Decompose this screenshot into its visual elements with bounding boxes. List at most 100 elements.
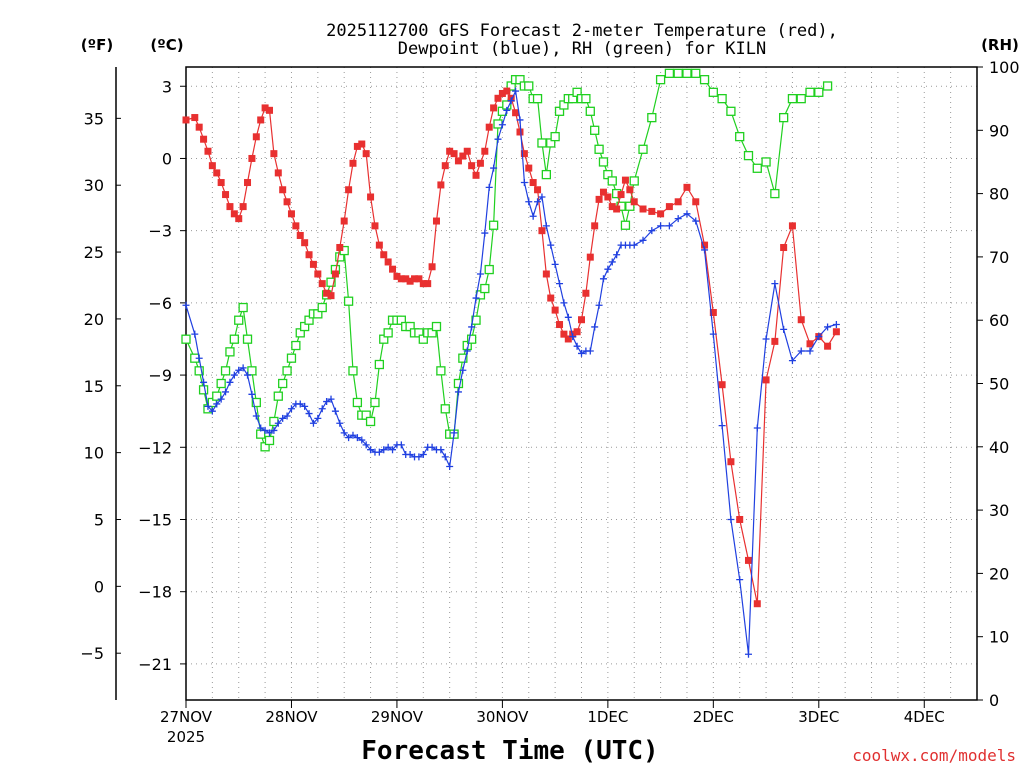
data-point bbox=[340, 429, 348, 437]
data-point bbox=[683, 210, 691, 218]
data-point bbox=[296, 231, 304, 239]
data-point bbox=[788, 357, 796, 365]
data-point bbox=[771, 337, 779, 345]
data-point bbox=[278, 378, 288, 389]
data-point bbox=[239, 364, 247, 372]
data-point bbox=[476, 159, 484, 167]
data-point bbox=[200, 378, 208, 386]
data-point bbox=[389, 446, 397, 454]
data-point bbox=[586, 347, 594, 355]
data-point bbox=[621, 176, 629, 184]
data-point bbox=[796, 94, 806, 104]
gridlines bbox=[186, 67, 977, 700]
data-point bbox=[283, 412, 291, 420]
data-point bbox=[525, 164, 533, 172]
data-point bbox=[564, 313, 572, 321]
x-tick-label: 29NOV bbox=[371, 708, 424, 726]
data-point bbox=[639, 205, 647, 213]
chart-title-line-1: 2025112700 GFS Forecast 2-meter Temperat… bbox=[326, 21, 838, 41]
data-point bbox=[450, 429, 458, 437]
data-point bbox=[727, 458, 735, 466]
data-point bbox=[459, 152, 467, 160]
series-line bbox=[185, 90, 837, 604]
data-point bbox=[305, 251, 313, 259]
data-point bbox=[613, 251, 621, 259]
data-point bbox=[349, 431, 357, 439]
data-point bbox=[257, 116, 265, 124]
data-point bbox=[309, 419, 317, 427]
data-point bbox=[832, 328, 840, 336]
data-point bbox=[265, 106, 273, 114]
chart-title-line-2: Dewpoint (blue), RH (green) for KILN bbox=[398, 39, 766, 59]
data-point bbox=[709, 308, 717, 316]
rh-tick-label: 60 bbox=[989, 311, 1009, 330]
data-point bbox=[604, 193, 612, 201]
x-tick-label: 1DEC bbox=[587, 708, 628, 726]
data-point bbox=[824, 323, 832, 331]
data-point bbox=[287, 210, 295, 218]
data-point bbox=[194, 366, 204, 376]
data-point bbox=[301, 239, 309, 247]
data-point bbox=[604, 265, 612, 273]
data-point bbox=[674, 215, 682, 223]
data-point bbox=[463, 147, 471, 155]
fahrenheit-tick-label: 30 bbox=[84, 176, 104, 195]
rh-tick-label: 10 bbox=[989, 628, 1009, 647]
data-point bbox=[384, 443, 392, 451]
data-point bbox=[586, 253, 594, 261]
data-point bbox=[269, 416, 279, 427]
plot-frame bbox=[185, 66, 978, 701]
data-point bbox=[402, 275, 410, 283]
celsius-axis-unit: (ºC) bbox=[150, 36, 183, 54]
data-point bbox=[753, 600, 761, 608]
data-point bbox=[507, 97, 515, 105]
data-point bbox=[441, 453, 449, 461]
data-point bbox=[226, 378, 234, 386]
data-point bbox=[252, 412, 260, 420]
data-point bbox=[476, 270, 484, 278]
data-point bbox=[490, 104, 498, 112]
data-point bbox=[235, 366, 243, 374]
x-tick-label: 27NOV bbox=[160, 708, 213, 726]
data-point bbox=[235, 215, 243, 223]
data-point bbox=[432, 217, 440, 225]
data-point bbox=[564, 335, 572, 343]
celsius-tick-label: 0 bbox=[162, 149, 172, 168]
data-point bbox=[752, 163, 762, 173]
data-point bbox=[761, 157, 771, 167]
data-point bbox=[599, 275, 607, 283]
data-point bbox=[287, 405, 295, 413]
data-point bbox=[217, 395, 225, 403]
data-point bbox=[446, 463, 454, 471]
data-point bbox=[252, 133, 260, 141]
data-point bbox=[327, 292, 335, 300]
data-point bbox=[419, 280, 427, 288]
data-point bbox=[383, 328, 393, 338]
data-point bbox=[744, 650, 752, 658]
data-point bbox=[244, 371, 252, 379]
celsius-tick-label: −15 bbox=[138, 510, 172, 529]
data-point bbox=[331, 270, 339, 278]
data-point bbox=[238, 302, 248, 313]
data-point bbox=[512, 109, 520, 117]
data-point bbox=[516, 128, 524, 136]
data-point bbox=[503, 87, 511, 95]
celsius-tick-label: −9 bbox=[148, 366, 172, 385]
data-point bbox=[270, 426, 278, 434]
data-point bbox=[239, 203, 247, 211]
data-point bbox=[406, 277, 414, 285]
data-point bbox=[551, 260, 559, 268]
data-point bbox=[607, 176, 617, 186]
data-point bbox=[787, 94, 798, 104]
data-point bbox=[726, 106, 736, 116]
data-point bbox=[595, 301, 603, 309]
data-point bbox=[525, 198, 533, 206]
data-point bbox=[743, 150, 754, 161]
x-tick-label: 2DEC bbox=[693, 708, 734, 726]
rh-series bbox=[181, 68, 833, 452]
data-point bbox=[538, 193, 546, 201]
data-point bbox=[534, 198, 542, 206]
data-point bbox=[639, 236, 647, 244]
data-point bbox=[806, 340, 814, 348]
data-point bbox=[441, 162, 449, 170]
